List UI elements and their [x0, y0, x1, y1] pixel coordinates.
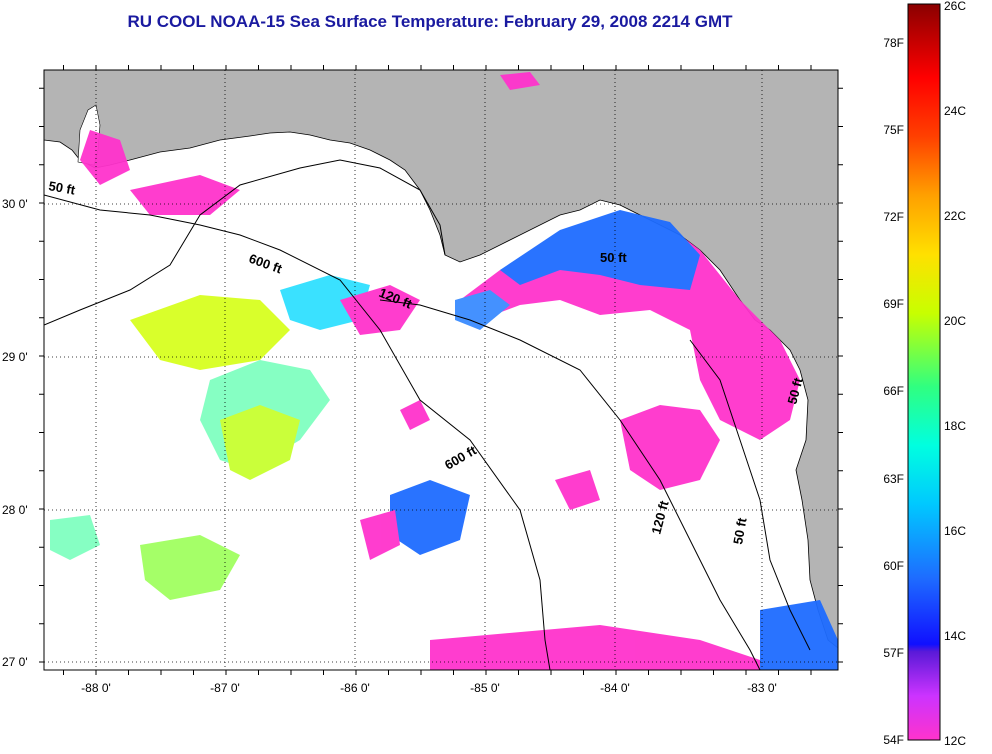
colorbar: 78F 75F 72F 69F 66F 63F 60F 57F 54F 26C … — [883, 0, 966, 748]
colorbar-c-label: 14C — [944, 629, 966, 643]
colorbar-f-label: 54F — [883, 733, 904, 747]
colorbar-f-label: 57F — [883, 646, 904, 660]
lon-tick-label: -87 0' — [210, 681, 240, 695]
lon-tick-label: -88 0' — [81, 681, 111, 695]
lat-tick-label: 29 0' — [2, 350, 28, 364]
sst-data-patches — [50, 72, 838, 670]
colorbar-c-label: 12C — [944, 734, 966, 748]
map-title: RU COOL NOAA-15 Sea Surface Temperature:… — [127, 12, 733, 31]
colorbar-c-label: 24C — [944, 104, 966, 118]
colorbar-f-label: 78F — [883, 36, 904, 50]
bathymetry-contours — [44, 159, 811, 670]
colorbar-f-label: 72F — [883, 210, 904, 224]
land-mass — [44, 70, 838, 649]
lat-tick-label: 30 0' — [2, 197, 28, 211]
lat-tick-label: 28 0' — [2, 503, 28, 517]
lon-tick-label: -83 0' — [747, 681, 777, 695]
contour-label: 50 ft — [784, 375, 806, 405]
colorbar-c-label: 20C — [944, 314, 966, 328]
lat-tick-label: 27 0' — [2, 655, 28, 669]
colorbar-c-label: 22C — [944, 209, 966, 223]
lon-tick-label: -85 0' — [470, 681, 500, 695]
graticule — [44, 70, 838, 670]
lon-tick-label: -84 0' — [600, 681, 630, 695]
colorbar-c-label: 16C — [944, 524, 966, 538]
colorbar-f-label: 60F — [883, 559, 904, 573]
map-area: 50 ft 600 ft 120 ft 50 ft 600 ft 120 ft … — [44, 70, 838, 670]
frame-ticks — [39, 65, 843, 675]
colorbar-f-label: 66F — [883, 384, 904, 398]
map-frame — [43, 69, 839, 671]
colorbar-c-label: 18C — [944, 419, 966, 433]
contour-label: 50 ft — [47, 178, 77, 198]
colorbar-c-label: 26C — [944, 0, 966, 13]
lon-tick-label: -86 0' — [340, 681, 370, 695]
contour-label: 50 ft — [730, 516, 750, 546]
colorbar-f-label: 69F — [883, 297, 904, 311]
colorbar-f-label: 75F — [883, 123, 904, 137]
colorbar-gradient — [907, 3, 941, 741]
contour-label: 50 ft — [600, 250, 627, 265]
colorbar-f-label: 63F — [883, 472, 904, 486]
